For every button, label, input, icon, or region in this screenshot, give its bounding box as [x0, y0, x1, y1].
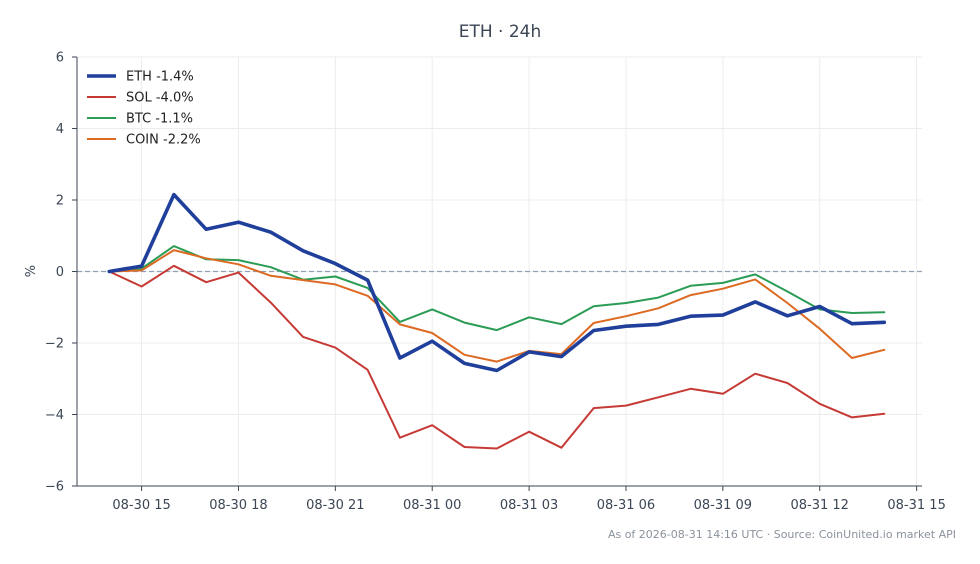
legend-label: ETH -1.4% — [126, 70, 194, 85]
y-tick-label: 0 — [56, 265, 64, 280]
legend: ETH -1.4% SOL -4.0% BTC -1.1% COIN -2.2% — [87, 70, 201, 148]
x-tick-label: 08-31 06 — [597, 498, 655, 513]
x-tick-label: 08-31 09 — [694, 498, 752, 513]
y-tick-label: 2 — [56, 194, 64, 209]
series-line-sol — [108, 264, 886, 450]
axes — [72, 56, 922, 491]
series-line-btc — [108, 245, 886, 332]
y-tick-label: 6 — [56, 51, 64, 66]
y-tick-label: −4 — [45, 408, 64, 423]
series-lines — [107, 192, 887, 450]
y-tick-label: 4 — [56, 122, 64, 137]
x-tick-labels: 08-30 15 08-30 18 08-30 21 08-31 00 08-31 03… — [112, 498, 945, 513]
x-tick-label: 08-30 21 — [306, 498, 364, 513]
x-tick-label: 08-30 15 — [112, 498, 170, 513]
x-tick-label: 08-31 15 — [887, 498, 945, 513]
y-tick-labels: −6 −4 −2 0 2 4 6 — [45, 51, 64, 495]
x-tick-label: 08-31 12 — [791, 498, 849, 513]
series-line-eth — [107, 192, 887, 373]
x-tick-label: 08-31 00 — [403, 498, 461, 513]
series-line-coin — [108, 249, 886, 363]
grid — [77, 56, 922, 487]
legend-label: SOL -4.0% — [126, 91, 194, 106]
y-axis-label: % — [24, 265, 39, 277]
x-tick-label: 08-31 03 — [500, 498, 558, 513]
legend-label: COIN -2.2% — [126, 133, 201, 148]
y-tick-label: −6 — [45, 480, 64, 495]
x-tick-label: 08-30 18 — [209, 498, 267, 513]
source-footer: As of 2026-08-31 14:16 UTC · Source: Coi… — [608, 528, 956, 541]
chart-title: ETH · 24h — [459, 22, 542, 42]
y-tick-label: −2 — [45, 337, 64, 352]
legend-label: BTC -1.1% — [126, 112, 193, 127]
